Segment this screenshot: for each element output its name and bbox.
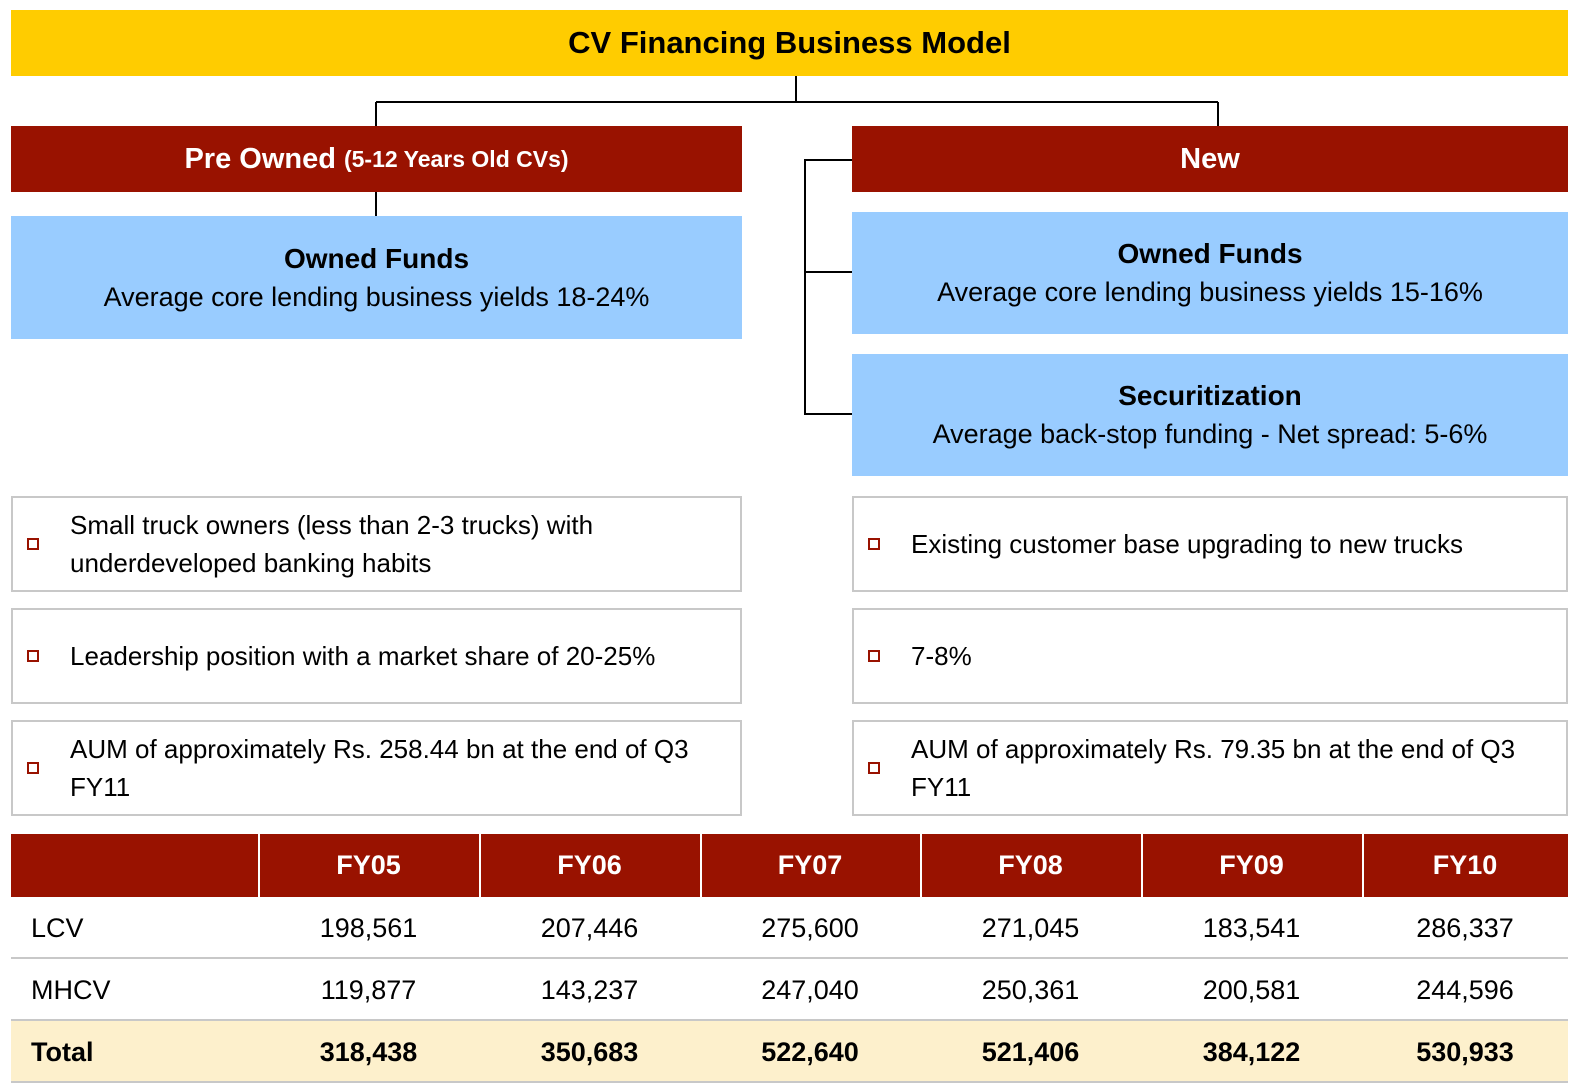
funds-text: Average core lending business yields 18-… <box>103 281 650 312</box>
funds-box: Owned Funds Average core lending busines… <box>852 212 1568 334</box>
bullet-box: Small truck owners (less than 2-3 trucks… <box>11 496 742 592</box>
bullet-box: 7-8% <box>852 608 1568 704</box>
bullet-box: AUM of approximately Rs. 258.44 bn at th… <box>11 720 742 816</box>
column-divider <box>1141 834 1143 897</box>
bullet-text: Small truck owners (less than 2-3 trucks… <box>70 510 594 578</box>
table-row <box>11 959 1568 1021</box>
column-header: FY10 <box>1432 850 1498 880</box>
funds-box: Owned Funds Average core lending busines… <box>11 216 742 339</box>
funds-box: Securitization Average back-stop funding… <box>852 354 1568 476</box>
table-cell: 275,600 <box>761 912 859 943</box>
table-cell: 318,438 <box>319 1036 418 1067</box>
funds-title: Owned Funds <box>1117 238 1303 269</box>
column-header: FY07 <box>777 850 843 880</box>
bullet-text: Leadership position with a market share … <box>70 641 656 671</box>
table-cell: 247,040 <box>761 974 859 1005</box>
bullet-icon <box>868 762 880 774</box>
table-cell: 530,933 <box>1416 1036 1514 1067</box>
bullet-box: Leadership position with a market share … <box>11 608 742 704</box>
row-label: LCV <box>31 912 84 943</box>
bullet-icon <box>27 538 39 550</box>
row-label: Total <box>31 1036 94 1067</box>
new-header: New <box>852 126 1568 192</box>
column-divider <box>920 834 922 897</box>
table-header-bg <box>11 834 1568 897</box>
column-header: FY06 <box>557 850 622 880</box>
bullet-text: 7-8% <box>911 641 972 671</box>
bullet-icon <box>868 650 880 662</box>
pre-owned-header: Pre Owned (5-12 Years Old CVs) <box>11 126 742 192</box>
bullet-box: Existing customer base upgrading to new … <box>852 496 1568 592</box>
funds-text: Average core lending business yields 15-… <box>937 277 1483 307</box>
bullet-text: Existing customer base upgrading to new … <box>911 529 1464 559</box>
bullet-icon <box>868 538 880 550</box>
table-cell: 207,446 <box>540 912 639 943</box>
column-header: FY05 <box>336 850 401 880</box>
funds-title: Securitization <box>1118 380 1302 411</box>
table-cell: 143,237 <box>540 974 639 1005</box>
column-header: FY08 <box>998 850 1063 880</box>
column-divider <box>258 834 260 897</box>
table-cell: 286,337 <box>1416 912 1514 943</box>
bullet-box: AUM of approximately Rs. 79.35 bn at the… <box>852 720 1568 816</box>
row-label: MHCV <box>31 974 111 1005</box>
funds-text: Average back-stop funding - Net spread: … <box>932 419 1488 449</box>
table-cell: 271,045 <box>981 912 1080 943</box>
column-divider <box>1362 834 1364 897</box>
column-divider <box>479 834 481 897</box>
table-cell: 244,596 <box>1416 974 1514 1005</box>
funds-title: Owned Funds <box>283 242 470 274</box>
column-header: FY09 <box>1219 850 1284 880</box>
table-row <box>11 1021 1568 1083</box>
table-cell: 198,561 <box>319 912 418 943</box>
header-text: Pre Owned <box>184 142 336 175</box>
bullet-icon <box>27 650 39 662</box>
table-cell: 183,541 <box>1202 912 1301 943</box>
bullet-icon <box>27 762 39 774</box>
table-cell: 250,361 <box>981 974 1080 1005</box>
bullet-text: AUM of approximately Rs. 79.35 bn at the… <box>911 734 1516 802</box>
table-cell: 200,581 <box>1202 974 1301 1005</box>
table-row <box>11 897 1568 959</box>
table-cell: 384,122 <box>1202 1036 1301 1067</box>
bullet-text: AUM of approximately Rs. 258.44 bn at th… <box>70 734 689 802</box>
header-sub: (5-12 Years Old CVs) <box>343 145 569 172</box>
table-cell: 521,406 <box>981 1036 1080 1067</box>
table-cell: 522,640 <box>761 1036 859 1067</box>
column-divider <box>700 834 702 897</box>
table-cell: 350,683 <box>540 1036 639 1067</box>
table-cell: 119,877 <box>320 974 417 1005</box>
title: CV Financing Business Model <box>11 10 1568 76</box>
